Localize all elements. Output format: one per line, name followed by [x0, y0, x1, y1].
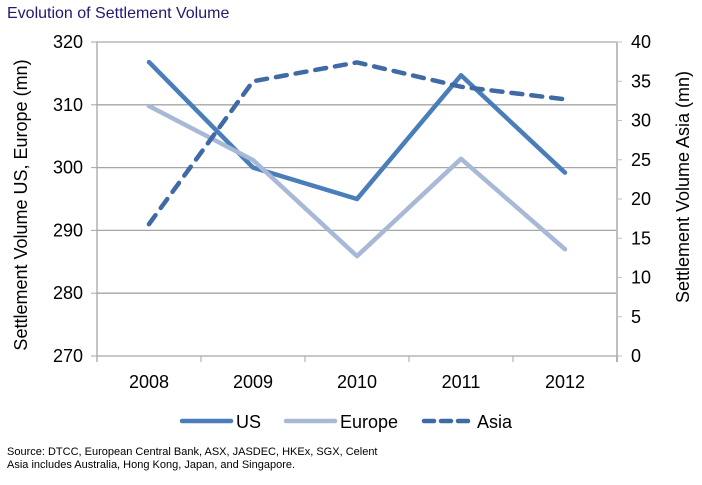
gridlines — [97, 41, 617, 294]
x-tick-label: 2010 — [337, 372, 377, 392]
series — [146, 59, 568, 259]
y2-tick-label: 5 — [631, 307, 641, 327]
y-tick-label: 290 — [53, 220, 83, 240]
y-tick-label: 280 — [53, 283, 83, 303]
legend-label-us: US — [236, 412, 261, 432]
y2-tick-label: 0 — [631, 346, 641, 366]
footnotes: Source: DTCC, European Central Bank, ASX… — [7, 446, 378, 472]
y2-axis-title: Settlement Volume Asia (mn) — [673, 71, 693, 303]
axes: 270 280 290 300 310 320 0 5 10 15 20 25 30 35 40 2008 20… — [11, 32, 693, 392]
y-tick-label: 320 — [53, 32, 83, 52]
y-tick-label: 300 — [53, 158, 83, 178]
y-tick-label: 270 — [53, 346, 83, 366]
x-tick-label: 2012 — [545, 372, 585, 392]
legend-label-europe: Europe — [340, 412, 398, 432]
x-tick-label: 2009 — [233, 372, 273, 392]
y-axis-title: Settlement Volume US, Europe (mn) — [11, 59, 31, 350]
y2-tick-label: 30 — [631, 111, 651, 131]
asia-note: Asia includes Australia, Hong Kong, Japa… — [7, 459, 296, 471]
legend: US Europe Asia — [179, 412, 513, 432]
x-tick-label: 2011 — [442, 372, 481, 392]
y2-tick-label: 35 — [631, 71, 651, 91]
y2-tick-label: 40 — [631, 32, 651, 52]
source-note: Source: DTCC, European Central Bank, ASX… — [7, 446, 378, 458]
chart-title: Evolution of Settlement Volume — [7, 5, 230, 22]
legend-label-asia: Asia — [477, 412, 513, 432]
y-tick-label: 310 — [53, 95, 83, 115]
x-tick-label: 2008 — [129, 372, 169, 392]
y2-tick-label: 10 — [631, 268, 651, 288]
series-line-us — [146, 59, 568, 202]
y2-tick-label: 25 — [631, 150, 651, 170]
y2-tick-label: 15 — [631, 228, 651, 248]
y2-tick-label: 20 — [631, 189, 651, 209]
